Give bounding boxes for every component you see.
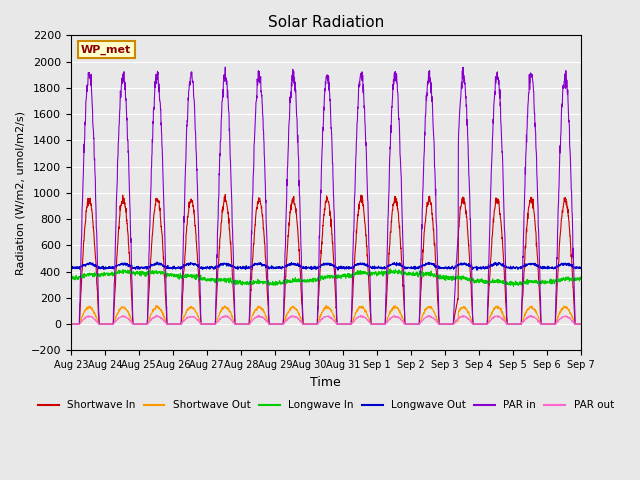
Shortwave Out xyxy=(351,310,359,315)
Y-axis label: Radiation (W/m2, umol/m2/s): Radiation (W/m2, umol/m2/s) xyxy=(15,111,25,275)
Shortwave In xyxy=(546,321,554,327)
Shortwave Out xyxy=(577,321,584,327)
PAR out xyxy=(340,321,348,327)
Longwave Out xyxy=(473,267,481,273)
Shortwave Out xyxy=(546,321,554,327)
Longwave Out xyxy=(67,264,75,270)
Shortwave Out xyxy=(152,302,160,308)
Line: Longwave In: Longwave In xyxy=(71,269,580,287)
X-axis label: Time: Time xyxy=(310,376,341,389)
Shortwave Out xyxy=(532,308,540,313)
Longwave Out xyxy=(474,265,482,271)
PAR out xyxy=(546,321,554,327)
Shortwave In xyxy=(532,228,540,234)
Line: PAR out: PAR out xyxy=(71,315,580,324)
Shortwave In xyxy=(474,321,482,327)
Shortwave In xyxy=(351,245,359,251)
PAR out xyxy=(67,321,75,327)
Shortwave Out xyxy=(209,321,217,327)
Longwave In xyxy=(387,266,394,272)
Legend: Shortwave In, Shortwave Out, Longwave In, Longwave Out, PAR in, PAR out: Shortwave In, Shortwave Out, Longwave In… xyxy=(33,396,618,415)
PAR in xyxy=(67,321,75,327)
Shortwave In xyxy=(67,321,75,327)
Title: Solar Radiation: Solar Radiation xyxy=(268,15,384,30)
Line: Shortwave In: Shortwave In xyxy=(71,194,580,324)
Longwave Out xyxy=(154,259,161,265)
Longwave In xyxy=(509,284,517,289)
PAR out xyxy=(255,312,263,318)
Shortwave In xyxy=(340,321,348,327)
Shortwave Out xyxy=(474,321,482,327)
PAR in xyxy=(532,143,540,149)
Longwave Out xyxy=(577,265,584,271)
Shortwave Out xyxy=(67,321,75,327)
Longwave In xyxy=(577,275,584,281)
Shortwave In xyxy=(577,321,584,327)
PAR in xyxy=(577,321,584,327)
Longwave Out xyxy=(340,264,348,270)
Shortwave In xyxy=(209,321,217,327)
Longwave Out xyxy=(351,262,359,268)
Longwave In xyxy=(547,276,554,282)
Longwave In xyxy=(340,273,348,279)
Longwave In xyxy=(532,279,540,285)
Shortwave In xyxy=(221,192,229,197)
Longwave In xyxy=(351,272,359,277)
Longwave Out xyxy=(209,265,217,271)
Longwave In xyxy=(67,276,75,281)
PAR in xyxy=(546,321,554,327)
Longwave Out xyxy=(532,264,540,269)
PAR in xyxy=(221,64,229,70)
Shortwave Out xyxy=(340,321,348,327)
PAR in xyxy=(340,321,348,327)
PAR out xyxy=(577,321,584,327)
PAR in xyxy=(351,169,359,175)
PAR out xyxy=(474,321,482,327)
PAR out xyxy=(351,316,359,322)
Line: PAR in: PAR in xyxy=(71,67,580,324)
PAR out xyxy=(209,321,217,327)
Longwave In xyxy=(209,276,217,282)
Text: WP_met: WP_met xyxy=(81,45,131,55)
PAR in xyxy=(209,321,217,327)
Line: Longwave Out: Longwave Out xyxy=(71,262,580,270)
PAR in xyxy=(474,321,482,327)
Line: Shortwave Out: Shortwave Out xyxy=(71,305,580,324)
Longwave In xyxy=(474,279,482,285)
PAR out xyxy=(532,315,540,321)
Longwave Out xyxy=(547,265,554,271)
